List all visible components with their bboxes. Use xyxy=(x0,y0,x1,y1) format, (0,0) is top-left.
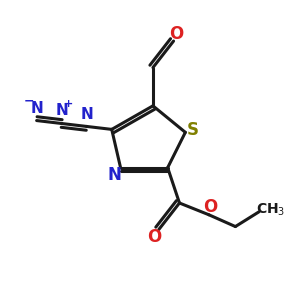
Text: S: S xyxy=(187,121,199,139)
Text: O: O xyxy=(169,25,184,43)
Text: N: N xyxy=(55,103,68,118)
Text: N: N xyxy=(107,166,121,184)
Text: O: O xyxy=(147,228,161,246)
Text: CH$_3$: CH$_3$ xyxy=(256,201,285,218)
Text: +: + xyxy=(64,99,73,110)
Text: O: O xyxy=(203,197,218,215)
Text: −: − xyxy=(24,95,34,108)
Text: N: N xyxy=(30,101,43,116)
Text: N: N xyxy=(80,107,93,122)
